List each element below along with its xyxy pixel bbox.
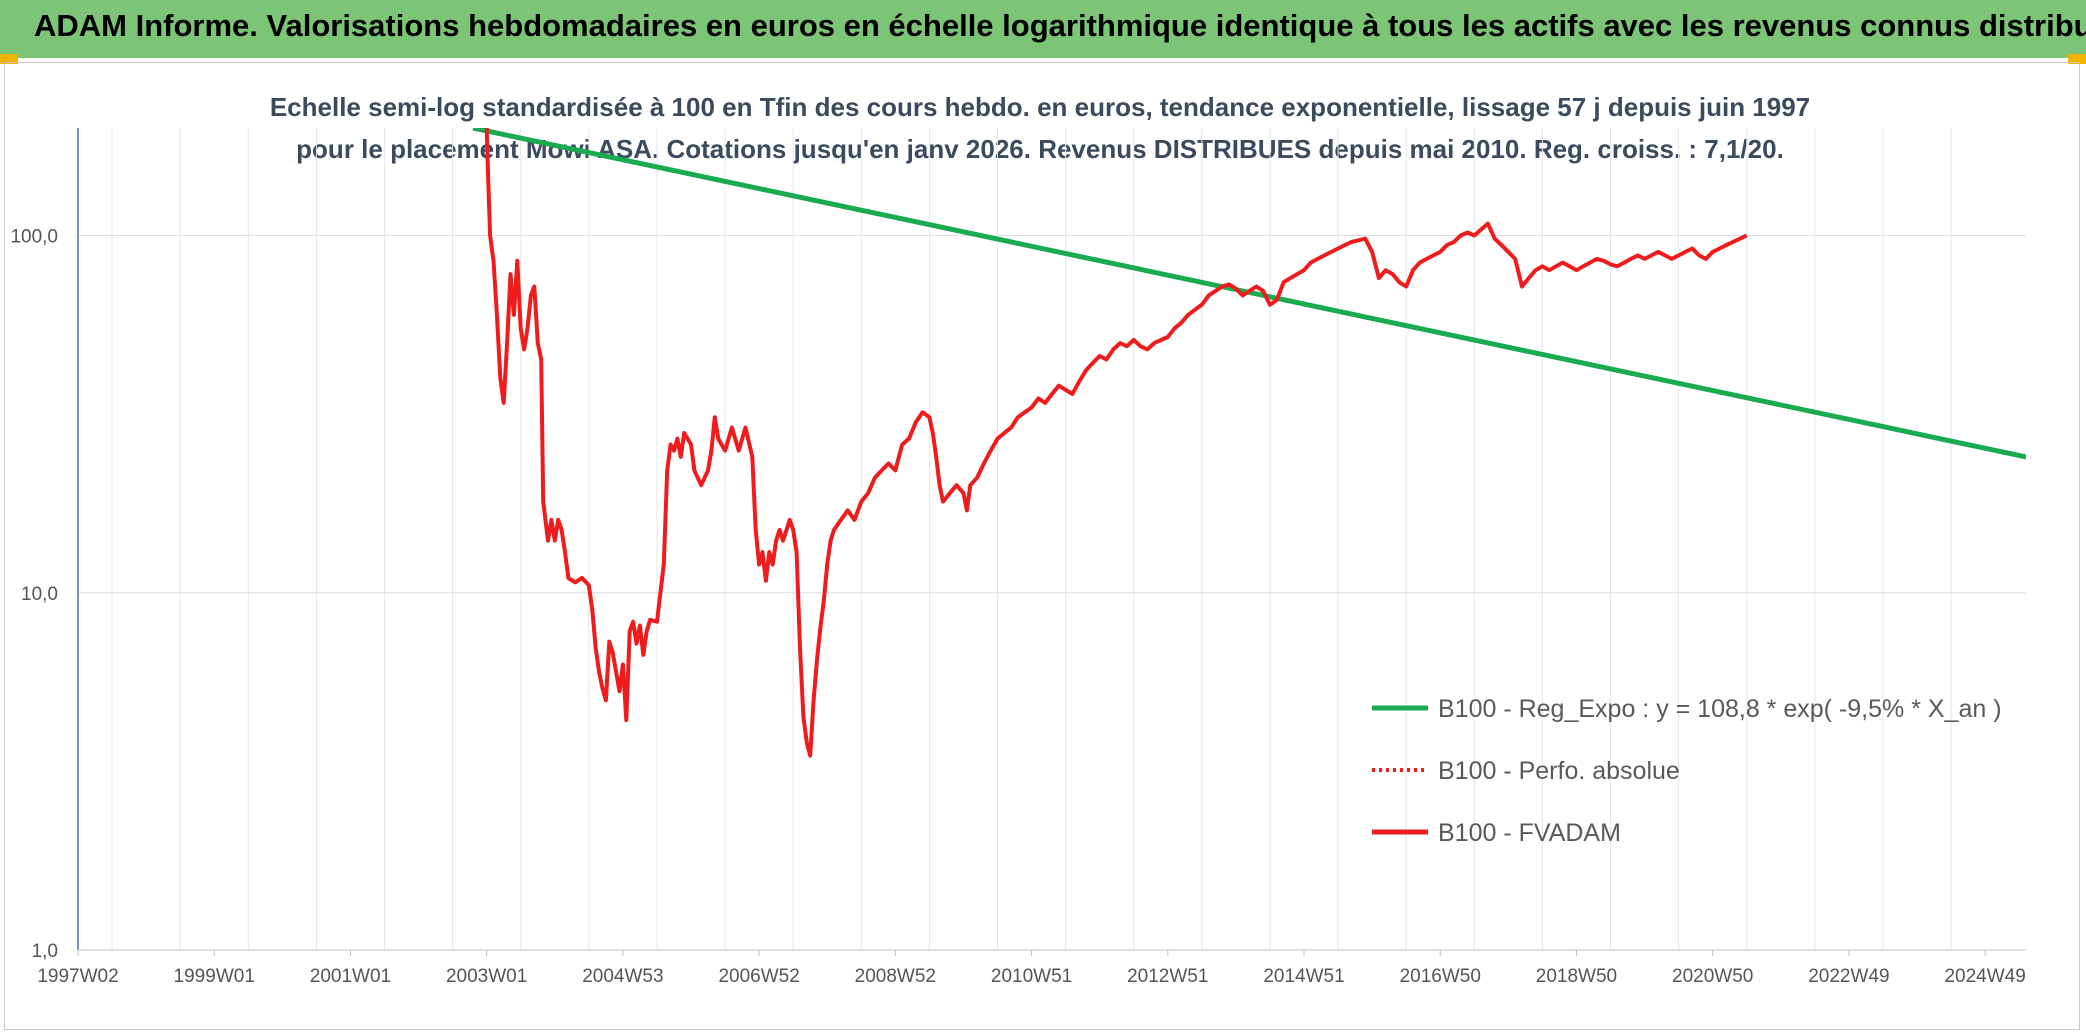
x-tick-label: 2018W50 bbox=[1536, 966, 1617, 987]
plot-series bbox=[472, 128, 2026, 758]
legend: B100 - Reg_Expo : y = 108,8 * exp( -9,5%… bbox=[1372, 695, 2002, 847]
corner-mark-left bbox=[0, 54, 18, 64]
x-tick-label: 2003W01 bbox=[446, 966, 527, 987]
legend-label: B100 - Reg_Expo : y = 108,8 * exp( -9,5%… bbox=[1438, 695, 2002, 723]
x-tick-label: 2020W50 bbox=[1672, 966, 1753, 987]
legend-label: B100 - FVADAM bbox=[1438, 819, 1621, 847]
x-tick-label: 2006W52 bbox=[718, 966, 799, 987]
x-tick-label: 2016W50 bbox=[1400, 966, 1481, 987]
fvadam-line bbox=[484, 128, 1748, 758]
x-tick-label: 2012W51 bbox=[1127, 966, 1208, 987]
legend-label: B100 - Perfo. absolue bbox=[1438, 757, 1680, 785]
header-banner: ADAM Informe. Valorisations hebdomadaire… bbox=[0, 0, 2086, 58]
x-tick-label: 1997W02 bbox=[37, 966, 118, 987]
x-tick-label: 2022W49 bbox=[1808, 966, 1889, 987]
chart-frame bbox=[4, 62, 2080, 1030]
x-tick-label: 1999W01 bbox=[174, 966, 255, 987]
y-tick-label: 10,0 bbox=[21, 584, 58, 605]
x-tick-label: 2004W53 bbox=[582, 966, 663, 987]
corner-mark-right bbox=[2068, 54, 2086, 64]
x-tick-labels: 1997W02 1999W01 2001W01 2003W01 2004W53 2006W… bbox=[37, 950, 2026, 987]
chart-title: Echelle semi-log standardisée à 100 en T… bbox=[269, 92, 1811, 164]
x-tick-label: 2014W51 bbox=[1263, 966, 1344, 987]
page-title: ADAM Informe. Valorisations hebdomadaire… bbox=[34, 8, 2086, 43]
x-tick-label: 2008W52 bbox=[855, 966, 936, 987]
y-tick-label: 1,0 bbox=[32, 941, 58, 962]
axes bbox=[77, 128, 2026, 951]
x-tick-label: 2001W01 bbox=[310, 966, 391, 987]
x-tick-label: 2010W51 bbox=[991, 966, 1072, 987]
x-tick-label: 2024W49 bbox=[1944, 966, 2025, 987]
y-tick-label: 100,0 bbox=[10, 227, 58, 248]
y-tick-labels: 1,0 10,0 100,0 bbox=[10, 227, 58, 962]
